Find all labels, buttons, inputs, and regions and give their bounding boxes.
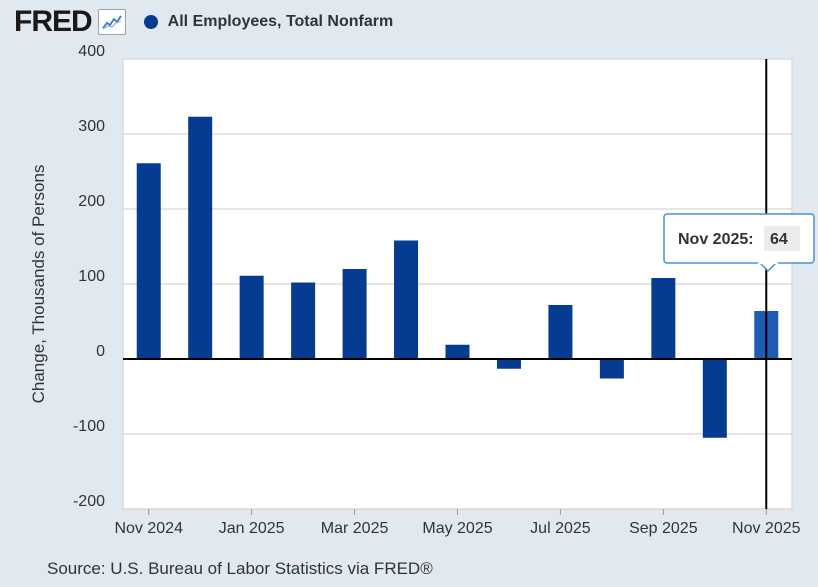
- bar-nov-2024: [136, 163, 161, 359]
- y-tick-label: 200: [78, 193, 105, 210]
- bar-apr-2025: [394, 240, 419, 359]
- bar-may-2025: [445, 344, 470, 359]
- y-tick-label: -100: [73, 418, 105, 435]
- y-axis-ticks: -200 -100 0 100 200 300 400: [73, 43, 105, 510]
- y-tick-label: 100: [78, 268, 105, 285]
- legend-marker: [143, 15, 158, 29]
- bar-sep-2025: [651, 278, 676, 359]
- bar-oct-2025: [702, 359, 727, 438]
- bar-jan-2025: [239, 275, 264, 359]
- x-tick-label: Nov 2024: [114, 520, 183, 537]
- bar-feb-2025: [291, 282, 316, 359]
- fred-logo[interactable]: FRED: [14, 5, 93, 38]
- bar-dec-2024: [188, 116, 213, 359]
- bar-jun-2025: [496, 359, 521, 369]
- tooltip: Nov 2025: 64: [663, 213, 815, 273]
- legend-label: All Employees, Total Nonfarm: [167, 13, 394, 30]
- tooltip-value: 64: [770, 231, 788, 248]
- tooltip-date: Nov 2025:: [678, 231, 754, 248]
- y-tick-label: -200: [73, 493, 105, 510]
- x-tick-label: Jul 2025: [530, 520, 591, 537]
- bar-jul-2025: [548, 305, 573, 359]
- x-tick-label: May 2025: [422, 520, 492, 537]
- line-chart-icon[interactable]: [97, 9, 126, 35]
- source-note: Source: U.S. Bureau of Labor Statistics …: [47, 559, 433, 578]
- y-tick-label: 400: [78, 43, 105, 60]
- bar-aug-2025: [599, 359, 624, 379]
- y-tick-label: 0: [96, 343, 105, 360]
- chart-header: FRED All Employees, Total Nonfarm: [14, 6, 393, 38]
- y-tick-label: 300: [78, 118, 105, 135]
- bar-mar-2025: [342, 269, 367, 359]
- x-tick-label: Nov 2025: [732, 520, 801, 537]
- grid-lines: [122, 58, 793, 510]
- x-tick-label: Mar 2025: [321, 520, 389, 537]
- x-tick-label: Sep 2025: [629, 520, 698, 537]
- x-axis-ticks: Nov 2024 Jan 2025 Mar 2025 May 2025 Jul 2025…: [114, 509, 801, 537]
- bars: [123, 116, 792, 438]
- x-tick-label: Jan 2025: [219, 520, 285, 537]
- y-axis-label: Change, Thousands of Persons: [29, 165, 48, 404]
